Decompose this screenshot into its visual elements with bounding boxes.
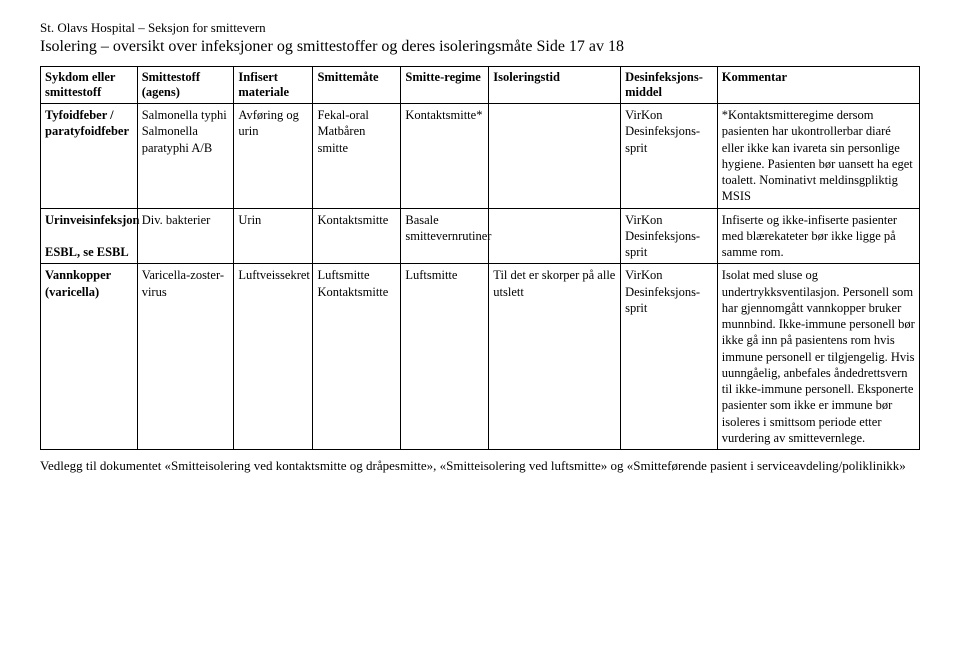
cell-smittemate: Kontaktsmitte [313, 208, 401, 264]
cell-sykdom: Vannkopper (varicella) [41, 264, 138, 450]
table-row: Tyfoidfeber / paratyfoidfeber Salmonella… [41, 104, 920, 209]
cell-materiale: Urin [234, 208, 313, 264]
col-header: Smittemåte [313, 67, 401, 104]
cell-sykdom: Urinveisinfeksjon ESBL, se ESBL [41, 208, 138, 264]
cell-sykdom: Tyfoidfeber / paratyfoidfeber [41, 104, 138, 209]
col-header: Isoleringstid [489, 67, 621, 104]
cell-regime: Kontaktsmitte* [401, 104, 489, 209]
table-row: Vannkopper (varicella) Varicella-zoster-… [41, 264, 920, 450]
col-header: Smitte-regime [401, 67, 489, 104]
cell-middel: VirKon Desinfeksjons-sprit [621, 208, 718, 264]
col-header: Infisert materiale [234, 67, 313, 104]
cell-agens: Salmonella typhi Salmonella paratyphi A/… [137, 104, 234, 209]
footer-text: Vedlegg til dokumentet «Smitteisolering … [40, 458, 920, 475]
cell-agens: Div. bakterier [137, 208, 234, 264]
cell-agens: Varicella-zoster-virus [137, 264, 234, 450]
cell-smittemate: Fekal-oral Matbåren smitte [313, 104, 401, 209]
col-header: Sykdom eller smittestoff [41, 67, 138, 104]
cell-isoleringstid [489, 208, 621, 264]
cell-isoleringstid: Til det er skorper på alle utslett [489, 264, 621, 450]
cell-isoleringstid [489, 104, 621, 209]
cell-smittemate: Luftsmitte Kontaktsmitte [313, 264, 401, 450]
cell-materiale: Avføring og urin [234, 104, 313, 209]
cell-regime: Basale smittevernrutiner [401, 208, 489, 264]
cell-regime: Luftsmitte [401, 264, 489, 450]
col-header: Smittestoff (agens) [137, 67, 234, 104]
isolation-table: Sykdom eller smittestoff Smittestoff (ag… [40, 66, 920, 450]
cell-materiale: Luftveissekret [234, 264, 313, 450]
cell-kommentar: Isolat med sluse og undertrykksventilasj… [717, 264, 919, 450]
table-header-row: Sykdom eller smittestoff Smittestoff (ag… [41, 67, 920, 104]
col-header: Kommentar [717, 67, 919, 104]
cell-kommentar: Infiserte og ikke-infiserte pasienter me… [717, 208, 919, 264]
cell-middel: VirKon Desinfeksjons-sprit [621, 264, 718, 450]
col-header: Desinfeksjons-middel [621, 67, 718, 104]
table-row: Urinveisinfeksjon ESBL, se ESBL Div. bak… [41, 208, 920, 264]
page-title: Isolering – oversikt over infeksjoner og… [40, 38, 920, 56]
org-line: St. Olavs Hospital – Seksjon for smittev… [40, 20, 920, 36]
cell-middel: VirKon Desinfeksjons-sprit [621, 104, 718, 209]
cell-kommentar: *Kontaktsmitteregime dersom pasienten ha… [717, 104, 919, 209]
